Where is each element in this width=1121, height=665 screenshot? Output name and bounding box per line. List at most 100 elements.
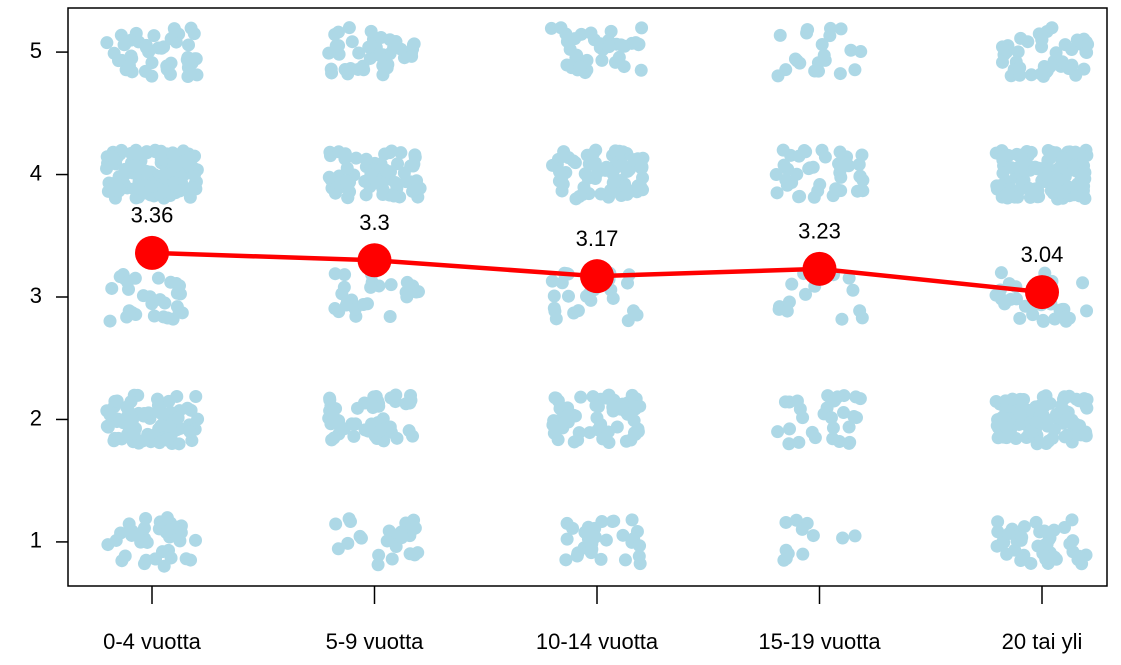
observation-dot — [846, 283, 860, 297]
observation-dot — [1056, 151, 1070, 165]
observation-dot — [826, 421, 840, 435]
observation-dot — [399, 285, 413, 299]
observation-dot — [140, 535, 154, 549]
observation-dot — [579, 289, 593, 303]
observation-dot — [155, 545, 169, 559]
observation-dot — [573, 60, 587, 74]
observation-dot — [376, 187, 390, 201]
observation-dot — [836, 531, 850, 545]
observation-dot — [380, 164, 394, 178]
observation-dot — [349, 151, 363, 165]
observation-dot — [332, 145, 346, 159]
observation-dot — [105, 281, 119, 295]
observation-dot — [581, 532, 595, 546]
observation-dot — [549, 312, 563, 326]
observation-dot — [776, 143, 790, 157]
x-tick-label: 0-4 vuotta — [103, 629, 202, 654]
observation-dot — [1077, 62, 1091, 76]
observation-dot — [170, 286, 184, 300]
observation-dot — [601, 425, 615, 439]
observation-dot — [1013, 311, 1027, 325]
data-label: 3.04 — [1021, 242, 1064, 267]
observation-dot — [771, 69, 785, 83]
observation-dot — [364, 24, 378, 38]
observation-dot — [806, 529, 820, 543]
observation-dot — [835, 312, 849, 326]
observation-dot — [1010, 292, 1024, 306]
observation-dot — [574, 390, 588, 404]
observation-dot — [633, 539, 647, 553]
observation-dot — [634, 63, 648, 77]
observation-dot — [577, 180, 591, 194]
observation-dot — [818, 150, 832, 164]
observation-dot — [1034, 67, 1048, 81]
observation-dot — [124, 146, 138, 160]
observation-dot — [189, 52, 203, 66]
observation-dot — [172, 305, 186, 319]
observation-dot — [383, 146, 397, 160]
observation-dot — [150, 144, 164, 158]
observation-dot — [118, 549, 132, 563]
observation-dot — [137, 557, 151, 571]
observation-dot — [127, 426, 141, 440]
observation-dot — [602, 40, 616, 54]
observation-dot — [547, 426, 561, 440]
observation-dot — [134, 148, 148, 162]
observation-dot — [604, 24, 618, 38]
observation-dot — [1077, 150, 1091, 164]
observation-dot — [1029, 186, 1043, 200]
mean-marker — [1025, 275, 1059, 310]
observation-dot — [805, 425, 819, 439]
observation-dot — [1051, 173, 1065, 187]
observation-dot — [1079, 426, 1093, 440]
observation-dot — [339, 298, 353, 312]
observation-dot — [394, 146, 408, 160]
observation-dot — [1029, 515, 1043, 529]
observation-dot — [773, 28, 787, 42]
observation-dot — [390, 431, 404, 445]
observation-dot — [187, 168, 201, 182]
y-tick-label: 1 — [30, 528, 42, 553]
observation-dot — [856, 184, 870, 198]
observation-dot — [150, 392, 164, 406]
observation-dot — [1047, 423, 1061, 437]
observation-dot — [994, 413, 1008, 427]
observation-dot — [1013, 61, 1027, 75]
observation-dot — [363, 51, 377, 65]
observation-dot — [1002, 148, 1016, 162]
observation-dot — [607, 514, 621, 528]
observation-dot — [1055, 185, 1069, 199]
y-tick-label: 4 — [30, 160, 42, 185]
observation-dot — [147, 29, 161, 43]
observation-dot — [103, 408, 117, 422]
observation-dot — [594, 552, 608, 566]
observation-dot — [388, 175, 402, 189]
observation-dot — [187, 27, 201, 41]
observation-dot — [395, 531, 409, 545]
observation-dot — [340, 161, 354, 175]
observation-dot — [183, 424, 197, 438]
observation-dot — [107, 46, 121, 60]
observation-dot — [411, 546, 425, 560]
observation-dot — [101, 538, 115, 552]
observation-dot — [547, 289, 561, 303]
observation-dot — [813, 178, 827, 192]
observation-dot — [616, 528, 630, 542]
observation-dot — [790, 167, 804, 181]
observation-dot — [1000, 187, 1014, 201]
observation-dot — [780, 178, 794, 192]
observation-dot — [847, 410, 861, 424]
observation-dot — [1076, 276, 1090, 290]
observation-dot — [342, 21, 356, 35]
observation-dot — [402, 424, 416, 438]
observation-dot — [1039, 437, 1053, 451]
observation-dot — [1055, 55, 1069, 69]
observation-dot — [834, 170, 848, 184]
observation-dot — [157, 184, 171, 198]
observation-dot — [344, 61, 358, 75]
observation-dot — [349, 417, 363, 431]
observation-dot — [140, 165, 154, 179]
observation-dot — [389, 35, 403, 49]
observation-dot — [1045, 21, 1059, 35]
observation-dot — [799, 287, 813, 301]
